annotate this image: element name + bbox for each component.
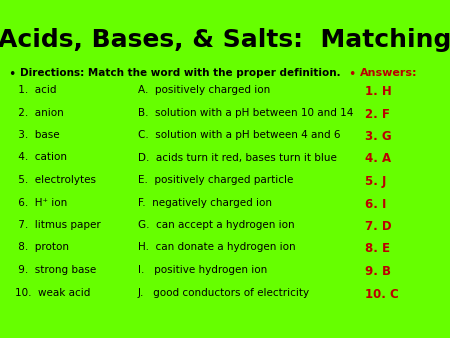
- Text: F.  negatively charged ion: F. negatively charged ion: [138, 197, 272, 208]
- Text: 4.  cation: 4. cation: [15, 152, 67, 163]
- Text: 3. G: 3. G: [365, 130, 392, 143]
- Text: 2. F: 2. F: [365, 107, 390, 121]
- Text: 1. H: 1. H: [365, 85, 392, 98]
- Text: 6. I: 6. I: [365, 197, 387, 211]
- Text: 8.  proton: 8. proton: [15, 242, 69, 252]
- Text: 8. E: 8. E: [365, 242, 390, 256]
- Text: B.  solution with a pH between 10 and 14: B. solution with a pH between 10 and 14: [138, 107, 353, 118]
- Text: E.  positively charged particle: E. positively charged particle: [138, 175, 293, 185]
- Text: 10.  weak acid: 10. weak acid: [15, 288, 90, 297]
- Text: 5. J: 5. J: [365, 175, 387, 188]
- Text: Directions: Match the word with the proper definition.: Directions: Match the word with the prop…: [20, 68, 341, 78]
- Text: A.  positively charged ion: A. positively charged ion: [138, 85, 270, 95]
- Text: C.  solution with a pH between 4 and 6: C. solution with a pH between 4 and 6: [138, 130, 341, 140]
- Text: 10. C: 10. C: [365, 288, 399, 300]
- Text: 7. D: 7. D: [365, 220, 392, 233]
- Text: Answers:: Answers:: [360, 68, 418, 78]
- Text: H.  can donate a hydrogen ion: H. can donate a hydrogen ion: [138, 242, 296, 252]
- Text: Acids, Bases, & Salts:  Matching: Acids, Bases, & Salts: Matching: [0, 28, 450, 52]
- Text: 4. A: 4. A: [365, 152, 391, 166]
- Text: 9.  strong base: 9. strong base: [15, 265, 96, 275]
- Text: I.   positive hydrogen ion: I. positive hydrogen ion: [138, 265, 267, 275]
- Text: J.   good conductors of electricity: J. good conductors of electricity: [138, 288, 310, 297]
- Text: 2.  anion: 2. anion: [15, 107, 64, 118]
- Text: 6.  H⁺ ion: 6. H⁺ ion: [15, 197, 67, 208]
- Text: D.  acids turn it red, bases turn it blue: D. acids turn it red, bases turn it blue: [138, 152, 337, 163]
- Text: •: •: [8, 68, 15, 81]
- Text: 9. B: 9. B: [365, 265, 391, 278]
- Text: G.  can accept a hydrogen ion: G. can accept a hydrogen ion: [138, 220, 295, 230]
- Text: 5.  electrolytes: 5. electrolytes: [15, 175, 96, 185]
- Text: •: •: [348, 68, 356, 81]
- Text: 1.  acid: 1. acid: [15, 85, 57, 95]
- Text: 3.  base: 3. base: [15, 130, 59, 140]
- Text: 7.  litmus paper: 7. litmus paper: [15, 220, 101, 230]
